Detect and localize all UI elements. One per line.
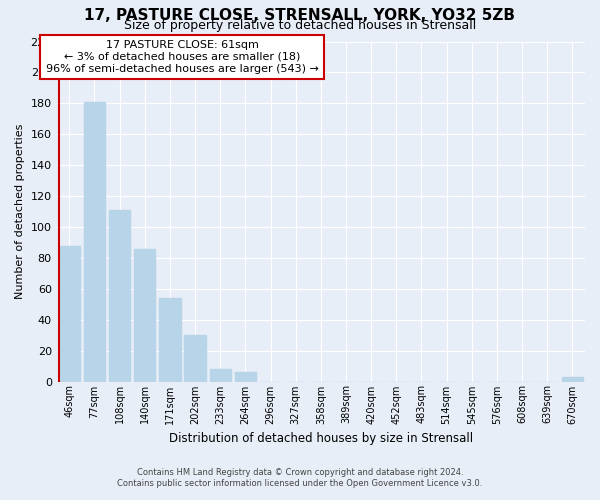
Bar bbox=[59, 246, 80, 382]
Text: 17 PASTURE CLOSE: 61sqm
← 3% of detached houses are smaller (18)
96% of semi-det: 17 PASTURE CLOSE: 61sqm ← 3% of detached… bbox=[46, 40, 319, 74]
Text: Size of property relative to detached houses in Strensall: Size of property relative to detached ho… bbox=[124, 19, 476, 32]
Bar bbox=[562, 377, 583, 382]
Bar bbox=[159, 298, 181, 382]
Bar bbox=[84, 102, 105, 382]
Bar bbox=[184, 335, 206, 382]
Text: 17, PASTURE CLOSE, STRENSALL, YORK, YO32 5ZB: 17, PASTURE CLOSE, STRENSALL, YORK, YO32… bbox=[85, 8, 515, 22]
Bar bbox=[109, 210, 130, 382]
X-axis label: Distribution of detached houses by size in Strensall: Distribution of detached houses by size … bbox=[169, 432, 473, 445]
Bar bbox=[209, 369, 231, 382]
Bar bbox=[235, 372, 256, 382]
Bar bbox=[134, 248, 155, 382]
Y-axis label: Number of detached properties: Number of detached properties bbox=[15, 124, 25, 299]
Text: Contains HM Land Registry data © Crown copyright and database right 2024.
Contai: Contains HM Land Registry data © Crown c… bbox=[118, 468, 482, 487]
